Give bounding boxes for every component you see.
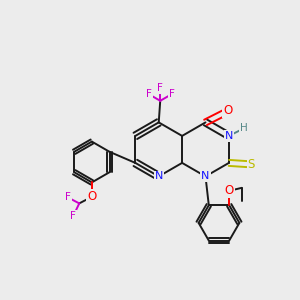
Text: F: F: [65, 192, 71, 203]
Text: N: N: [225, 131, 233, 141]
Text: S: S: [248, 158, 255, 171]
Text: O: O: [87, 190, 97, 203]
Text: N: N: [154, 171, 163, 182]
Text: H: H: [240, 123, 248, 134]
Text: O: O: [224, 104, 232, 118]
Text: F: F: [169, 89, 175, 99]
Text: N: N: [201, 171, 210, 182]
Text: F: F: [157, 83, 163, 93]
Text: F: F: [70, 211, 76, 221]
Text: O: O: [225, 184, 234, 197]
Text: F: F: [146, 89, 152, 99]
